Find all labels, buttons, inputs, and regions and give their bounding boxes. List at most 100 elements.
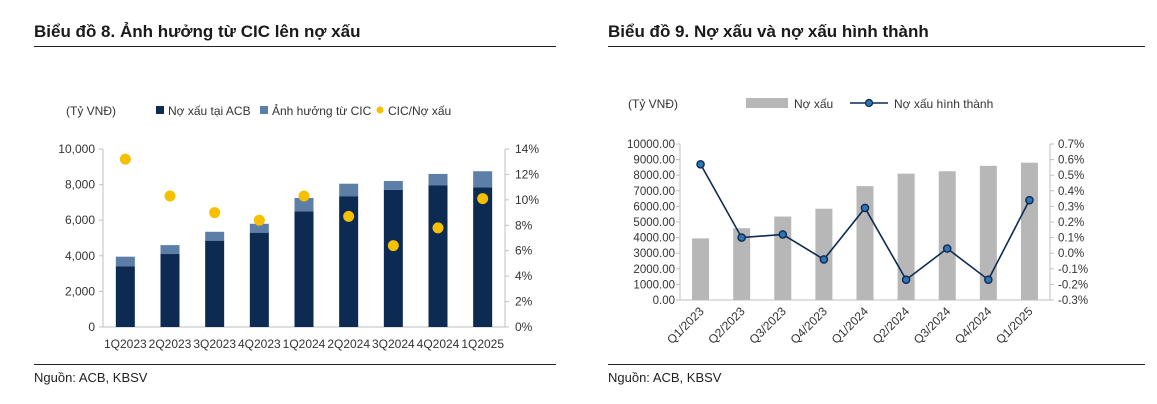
bar-cic-impact	[339, 183, 359, 197]
y-tick-label: 3000.00	[633, 248, 675, 260]
bar-acb-npl	[473, 187, 493, 327]
bar-npl	[692, 238, 710, 300]
bar-cic-impact	[160, 245, 180, 255]
y2-tick-label: 12%	[515, 167, 539, 181]
x-tick-label: 4Q2023	[238, 337, 281, 351]
legend-marker	[376, 106, 384, 114]
source-note: Nguồn: ACB, KBSV	[608, 370, 722, 385]
point-cic-ratio	[477, 193, 489, 205]
y-tick-label: 10,000	[58, 142, 95, 156]
y2-tick-label: 6%	[515, 244, 533, 258]
npl-formation-chart: (Tỷ VNĐ) Nợ xấu Nợ xấu hình thành 0.00 1000.…	[627, 97, 1088, 347]
y2-tick-label: -0.2%	[1058, 279, 1088, 291]
title-rule	[608, 46, 1145, 47]
y-tick-label: 8,000	[65, 178, 95, 192]
x-tick-label: Q1/2024	[829, 304, 872, 347]
point-cic-ratio	[343, 210, 355, 222]
y-tick-label: 10000.00	[627, 139, 675, 151]
legend-label: Nợ xấu hình thành	[894, 97, 993, 111]
y-tick-label: 7000.00	[633, 186, 675, 198]
y-tick-label: 0	[88, 320, 95, 334]
point-new-npl	[901, 275, 911, 285]
point-new-npl	[778, 230, 788, 239]
legend-swatch	[260, 106, 268, 114]
y-tick-label: 1000.00	[633, 279, 675, 291]
bar-acb-npl	[294, 211, 314, 327]
bar-cic-impact	[249, 223, 269, 233]
point-new-npl	[819, 255, 829, 264]
y2-tick-label: 0.2%	[1058, 217, 1084, 229]
bar-acb-npl	[339, 196, 359, 327]
y2-tick-label: 0.1%	[1058, 233, 1084, 245]
bar-npl	[856, 186, 874, 300]
legend-marker	[864, 98, 874, 108]
point-cic-ratio	[119, 153, 131, 165]
bar-cic-impact	[115, 256, 135, 267]
x-tick-label: 2Q2024	[327, 337, 370, 351]
y2-tick-label: 0.0%	[1058, 248, 1084, 260]
y2-tick-label: 14%	[515, 142, 539, 156]
legend-label: CIC/Nợ xấu	[388, 104, 451, 118]
y2-tick-label: 0.3%	[1058, 201, 1084, 213]
cic-impact-chart: (Tỷ VNĐ) Nợ xấu tại ACB Ảnh hưởng từ CIC CI…	[58, 103, 539, 351]
x-tick-label: 1Q2025	[461, 337, 504, 351]
x-tick-label: Q2/2024	[870, 304, 913, 347]
point-cic-ratio	[253, 214, 265, 226]
y-tick-label: 0.00	[653, 295, 675, 307]
y2-tick-label: 0%	[515, 320, 533, 334]
y-tick-label: 5000.00	[633, 217, 675, 229]
bar-acb-npl	[115, 266, 135, 327]
bar-acb-npl	[205, 240, 225, 327]
y-tick-label: 6000.00	[633, 201, 675, 213]
x-tick-label: Q1/2025	[993, 304, 1036, 347]
bar-npl	[1020, 162, 1038, 300]
y-tick-label: 2000.00	[633, 264, 675, 276]
bar-npl	[979, 165, 997, 300]
point-new-npl	[984, 275, 993, 285]
bar-cic-impact	[294, 197, 314, 212]
x-tick-label: Q3/2024	[911, 304, 954, 347]
source-note: Nguồn: ACB, KBSV	[34, 370, 148, 385]
legend-label: Nợ xấu tại ACB	[168, 104, 251, 118]
y2-tick-label: -0.1%	[1058, 264, 1088, 276]
bar-cic-impact	[383, 181, 403, 190]
chart-panel-npl-formation: Biểu đồ 9. Nợ xấu và nợ xấu hình thành (…	[598, 0, 1157, 404]
chart-panel-cic-impact: Biểu đồ 8. Ảnh hưởng từ CIC lên nợ xấu (…	[0, 0, 570, 404]
y2-tick-label: -0.3%	[1058, 295, 1088, 307]
x-tick-label: 1Q2024	[283, 337, 326, 351]
bar-npl	[815, 208, 833, 300]
y-tick-label: 4000.00	[633, 233, 675, 245]
y2-tick-label: 0.7%	[1058, 139, 1084, 151]
point-new-npl	[737, 233, 746, 242]
bar-acb-npl	[383, 189, 403, 327]
point-cic-ratio	[209, 207, 221, 219]
point-cic-ratio	[164, 190, 176, 202]
x-tick-label: Q1/2023	[664, 304, 707, 347]
point-cic-ratio	[432, 222, 444, 234]
title-rule	[34, 46, 556, 47]
point-new-npl	[860, 203, 870, 213]
legend-label: Nợ xấu	[794, 97, 833, 111]
unit-label: (Tỷ VNĐ)	[628, 97, 678, 111]
bar-npl	[938, 171, 956, 300]
y2-tick-label: 0.6%	[1058, 155, 1084, 167]
y2-tick-label: 8%	[515, 218, 533, 232]
source-rule	[34, 364, 556, 365]
x-tick-label: Q4/2024	[952, 304, 995, 347]
y2-tick-label: 0.5%	[1058, 170, 1084, 182]
y2-tick-label: 10%	[515, 193, 539, 207]
x-tick-label: 3Q2023	[193, 337, 236, 351]
chart-title: Biểu đồ 8. Ảnh hưởng từ CIC lên nợ xấu	[34, 22, 361, 41]
x-tick-label: 4Q2024	[417, 337, 460, 351]
point-cic-ratio	[387, 240, 399, 252]
y-tick-label: 2,000	[65, 284, 95, 298]
point-new-npl	[1025, 195, 1034, 205]
bar-cic-impact	[205, 231, 225, 241]
point-cic-ratio	[298, 190, 310, 202]
bar-npl	[897, 173, 915, 300]
legend-swatch	[746, 98, 788, 108]
y2-tick-label: 2%	[515, 295, 533, 309]
y-tick-label: 8000.00	[633, 170, 675, 182]
x-tick-label: 1Q2023	[104, 337, 147, 351]
x-tick-label: Q2/2023	[705, 304, 748, 347]
